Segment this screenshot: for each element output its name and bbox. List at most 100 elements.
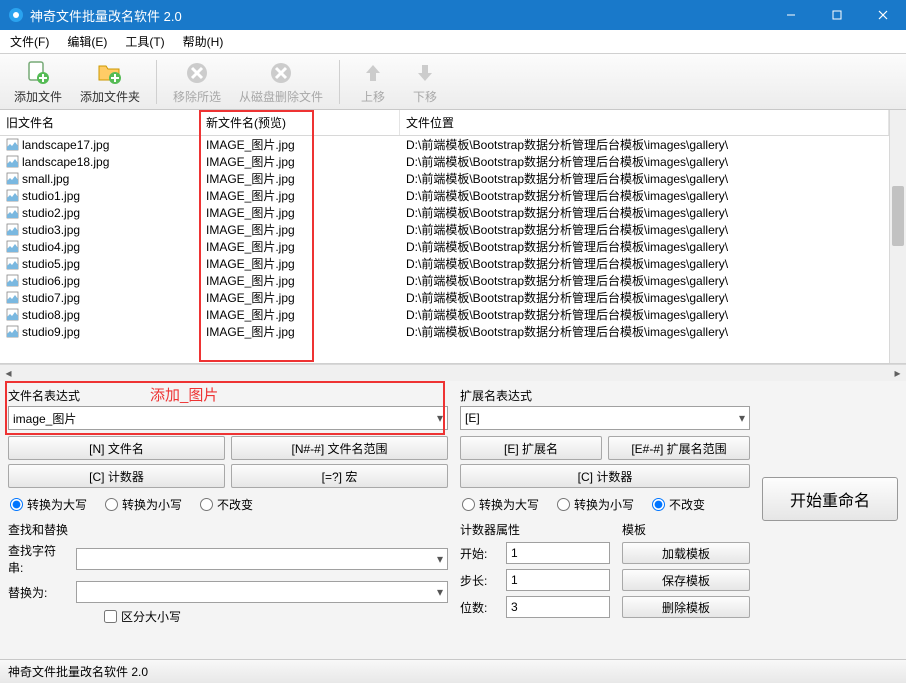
case-sensitive-checkbox[interactable]: 区分大小写 (104, 608, 448, 625)
horizontal-scrollbar[interactable]: ◂ ▸ (0, 364, 906, 381)
table-row[interactable]: studio1.jpgIMAGE_图片.jpgD:\前端模板\Bootstrap… (0, 187, 889, 204)
filename-expr-panel: 文件名表达式 image_图片 ▾ [N] 文件名 [N#-#] 文件名范围 [… (8, 387, 448, 657)
menu-tool[interactable]: 工具(T) (121, 31, 168, 52)
btn-e-range[interactable]: [E#-#] 扩展名范围 (608, 436, 750, 460)
digits-input[interactable]: 3 (506, 596, 610, 618)
delete-from-disk-button[interactable]: 从磁盘删除文件 (231, 56, 331, 108)
app-icon (8, 7, 24, 23)
radio-upper[interactable]: 转换为大写 (10, 496, 87, 513)
add-folder-button[interactable]: 添加文件夹 (72, 56, 148, 108)
close-button[interactable] (860, 0, 906, 30)
scroll-left-icon[interactable]: ◂ (0, 365, 17, 382)
table-row[interactable]: studio2.jpgIMAGE_图片.jpgD:\前端模板\Bootstrap… (0, 204, 889, 221)
scroll-thumb[interactable] (892, 186, 904, 246)
remove-label: 移除所选 (173, 88, 221, 105)
toolbar: 添加文件 添加文件夹 移除所选 从磁盘删除文件 上移 下移 (0, 54, 906, 110)
ext-expr-label: 扩展名表达式 (460, 387, 750, 404)
case-radios-filename: 转换为大写 转换为小写 不改变 (10, 496, 448, 513)
window-title: 神奇文件批量改名软件 2.0 (30, 6, 768, 25)
filename-expr-value: image_图片 (13, 410, 76, 427)
up-label: 上移 (361, 88, 385, 105)
delete-icon (267, 59, 295, 87)
ext-expr-input[interactable]: [E] ▾ (460, 406, 750, 430)
load-template-button[interactable]: 加载模板 (622, 542, 750, 564)
add-file-icon (24, 59, 52, 87)
table-row[interactable]: studio8.jpgIMAGE_图片.jpgD:\前端模板\Bootstrap… (0, 306, 889, 323)
add-file-button[interactable]: 添加文件 (6, 56, 70, 108)
start-rename-button[interactable]: 开始重命名 (762, 477, 898, 521)
move-up-button[interactable]: 上移 (348, 56, 398, 108)
start-input[interactable]: 1 (506, 542, 610, 564)
table-row[interactable]: small.jpgIMAGE_图片.jpgD:\前端模板\Bootstrap数据… (0, 170, 889, 187)
radio-nochange[interactable]: 不改变 (200, 496, 253, 513)
menu-help[interactable]: 帮助(H) (179, 31, 228, 52)
col-newname[interactable]: 新文件名(预览) (200, 110, 400, 135)
table-row[interactable]: studio5.jpgIMAGE_图片.jpgD:\前端模板\Bootstrap… (0, 255, 889, 272)
menu-edit[interactable]: 编辑(E) (63, 31, 111, 52)
scroll-right-icon[interactable]: ▸ (889, 365, 906, 382)
dropdown-icon: ▾ (437, 585, 443, 599)
start-label: 开始: (460, 545, 500, 562)
move-down-button[interactable]: 下移 (400, 56, 450, 108)
minimize-button[interactable] (768, 0, 814, 30)
case-radios-ext: 转换为大写 转换为小写 不改变 (462, 496, 750, 513)
table-row[interactable]: landscape17.jpgIMAGE_图片.jpgD:\前端模板\Boots… (0, 136, 889, 153)
statusbar: 神奇文件批量改名软件 2.0 (0, 659, 906, 683)
replace-input[interactable]: ▾ (76, 581, 448, 603)
status-text: 神奇文件批量改名软件 2.0 (8, 663, 148, 680)
step-input[interactable]: 1 (506, 569, 610, 591)
radio-upper-ext[interactable]: 转换为大写 (462, 496, 539, 513)
up-icon (359, 59, 387, 87)
remove-selected-button[interactable]: 移除所选 (165, 56, 229, 108)
counter-title: 计数器属性 (460, 521, 610, 538)
bottom-panel: 添加_图片 文件名表达式 image_图片 ▾ [N] 文件名 [N#-#] 文… (0, 381, 906, 659)
col-location[interactable]: 文件位置 (400, 110, 889, 135)
digits-label: 位数: (460, 599, 500, 616)
filename-expr-input[interactable]: image_图片 ▾ (8, 406, 448, 430)
table-row[interactable]: studio4.jpgIMAGE_图片.jpgD:\前端模板\Bootstrap… (0, 238, 889, 255)
action-panel: 开始重命名 (762, 387, 898, 657)
dropdown-icon: ▾ (437, 411, 443, 425)
search-replace-title: 查找和替换 (8, 521, 448, 538)
add-folder-icon (96, 59, 124, 87)
list-header: 旧文件名 新文件名(预览) 文件位置 (0, 110, 889, 136)
btn-macro[interactable]: [=?] 宏 (231, 464, 448, 488)
menu-file[interactable]: 文件(F) (6, 31, 53, 52)
table-row[interactable]: studio9.jpgIMAGE_图片.jpgD:\前端模板\Bootstrap… (0, 323, 889, 340)
table-row[interactable]: landscape18.jpgIMAGE_图片.jpgD:\前端模板\Boots… (0, 153, 889, 170)
dropdown-icon: ▾ (739, 411, 745, 425)
dropdown-icon: ▾ (437, 552, 443, 566)
find-input[interactable]: ▾ (76, 548, 448, 570)
menubar: 文件(F) 编辑(E) 工具(T) 帮助(H) (0, 30, 906, 54)
ext-expr-value: [E] (465, 411, 480, 425)
remove-icon (183, 59, 211, 87)
radio-nochange-ext[interactable]: 不改变 (652, 496, 705, 513)
replace-label: 替换为: (8, 584, 70, 601)
table-row[interactable]: studio7.jpgIMAGE_图片.jpgD:\前端模板\Bootstrap… (0, 289, 889, 306)
find-label: 查找字符串: (8, 542, 70, 576)
template-title: 模板 (622, 521, 750, 538)
step-label: 步长: (460, 572, 500, 589)
add-file-label: 添加文件 (14, 88, 62, 105)
delete-template-button[interactable]: 删除模板 (622, 596, 750, 618)
col-oldname[interactable]: 旧文件名 (0, 110, 200, 135)
save-template-button[interactable]: 保存模板 (622, 569, 750, 591)
btn-counter[interactable]: [C] 计数器 (8, 464, 225, 488)
radio-lower[interactable]: 转换为小写 (105, 496, 182, 513)
file-list[interactable]: 旧文件名 新文件名(预览) 文件位置 landscape17.jpgIMAGE_… (0, 110, 889, 363)
add-folder-label: 添加文件夹 (80, 88, 140, 105)
radio-lower-ext[interactable]: 转换为小写 (557, 496, 634, 513)
table-row[interactable]: studio6.jpgIMAGE_图片.jpgD:\前端模板\Bootstrap… (0, 272, 889, 289)
btn-e-ext[interactable]: [E] 扩展名 (460, 436, 602, 460)
maximize-button[interactable] (814, 0, 860, 30)
table-row[interactable]: studio3.jpgIMAGE_图片.jpgD:\前端模板\Bootstrap… (0, 221, 889, 238)
filename-expr-label: 文件名表达式 (8, 387, 448, 404)
btn-n-filename[interactable]: [N] 文件名 (8, 436, 225, 460)
toolbar-separator (339, 60, 340, 104)
btn-counter-ext[interactable]: [C] 计数器 (460, 464, 750, 488)
down-icon (411, 59, 439, 87)
delete-label: 从磁盘删除文件 (239, 88, 323, 105)
vertical-scrollbar[interactable] (889, 110, 906, 363)
btn-n-range[interactable]: [N#-#] 文件名范围 (231, 436, 448, 460)
titlebar: 神奇文件批量改名软件 2.0 (0, 0, 906, 30)
